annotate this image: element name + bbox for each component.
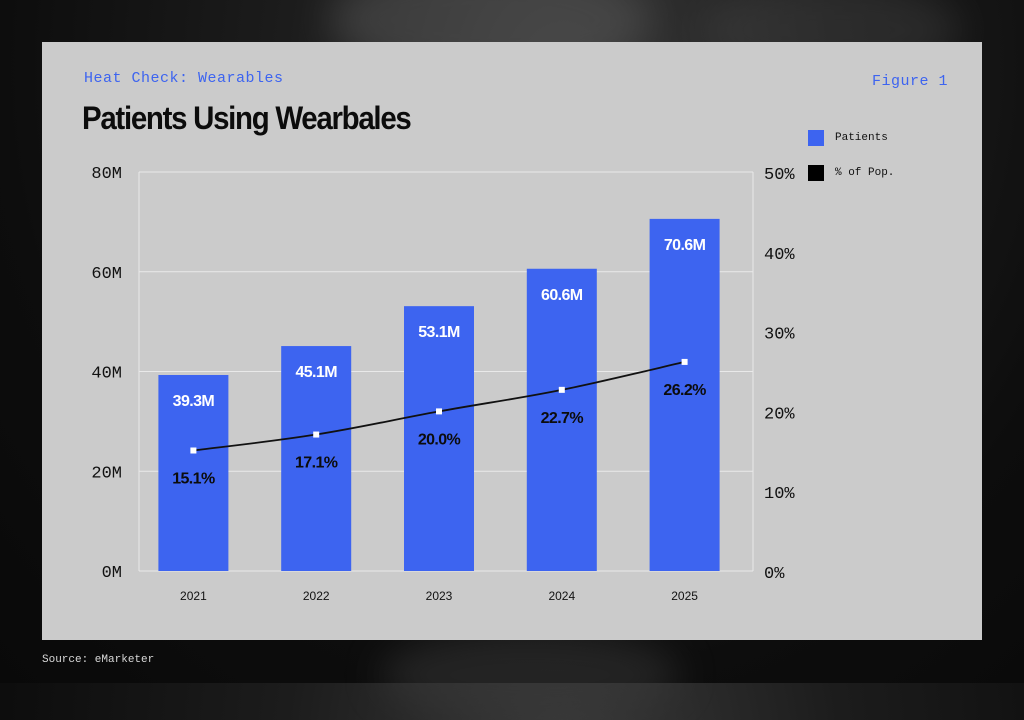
bar-2024 (526, 268, 597, 571)
legend-swatch-patients (808, 130, 824, 146)
y-right-tick-label: 40% (764, 246, 795, 265)
bar-value-label: 53.1M (418, 324, 460, 341)
bar-value-label: 60.6M (541, 287, 583, 304)
bar-value-label: 39.3M (173, 393, 215, 410)
y-right-tick-label: 50% (764, 166, 795, 185)
x-tick-label: 2024 (548, 589, 575, 603)
combo-chart: 0M 20M 40M 60M 80M 0% 10% 20% 30% 40% 50% 39.3M 45.1… (91, 165, 795, 603)
pct-pop-value-label: 20.0% (418, 431, 461, 448)
x-tick-label: 2025 (671, 589, 698, 603)
y-right-tick-label: 0% (764, 565, 785, 584)
pct-pop-value-label: 17.1% (295, 455, 338, 472)
legend-item-patients: Patients (808, 129, 894, 147)
bar-value-label: 70.6M (664, 237, 706, 254)
figure-label: Figure 1 (871, 73, 948, 90)
legend-label-pct-pop: % of Pop. (835, 167, 895, 179)
legend-label-patients: Patients (835, 132, 888, 144)
chart-legend: Patients % of Pop. (808, 129, 894, 199)
pct-pop-point-2025 (681, 358, 688, 365)
x-tick-label: 2022 (303, 589, 330, 603)
pct-pop-point-2023 (436, 408, 442, 415)
y-right-tick-label: 30% (764, 326, 795, 345)
source-note: Source: eMarketer (42, 654, 155, 666)
legend-swatch-pct-pop (808, 165, 824, 181)
bar-value-label: 45.1M (295, 364, 337, 381)
pct-pop-value-label: 26.2% (663, 382, 706, 399)
legend-item-pct-pop: % of Pop. (808, 164, 894, 182)
bar-2023 (404, 306, 474, 571)
y-left-tick-label: 60M (91, 265, 122, 284)
pct-pop-value-label: 15.1% (172, 471, 215, 488)
y-right-tick-label: 10% (764, 485, 795, 504)
bar-2021 (158, 374, 229, 571)
y-left-tick-label: 40M (91, 365, 122, 384)
kicker-label: Heat Check: Wearables (84, 70, 284, 87)
chart-title: Patients Using Wearbales (82, 100, 412, 136)
bar-2025 (649, 218, 720, 571)
pct-pop-value-label: 22.7% (541, 410, 584, 427)
bar-2022 (281, 346, 352, 571)
pct-pop-point-2024 (558, 386, 565, 393)
y-left-tick-label: 20M (91, 464, 122, 483)
x-tick-label: 2023 (426, 589, 453, 603)
y-left-tick-label: 80M (91, 165, 122, 184)
x-tick-label: 2021 (180, 589, 207, 603)
pct-pop-point-2021 (190, 447, 197, 454)
y-right-tick-label: 20% (764, 405, 795, 424)
y-left-tick-label: 0M (102, 564, 122, 583)
pct-pop-point-2022 (313, 431, 320, 438)
